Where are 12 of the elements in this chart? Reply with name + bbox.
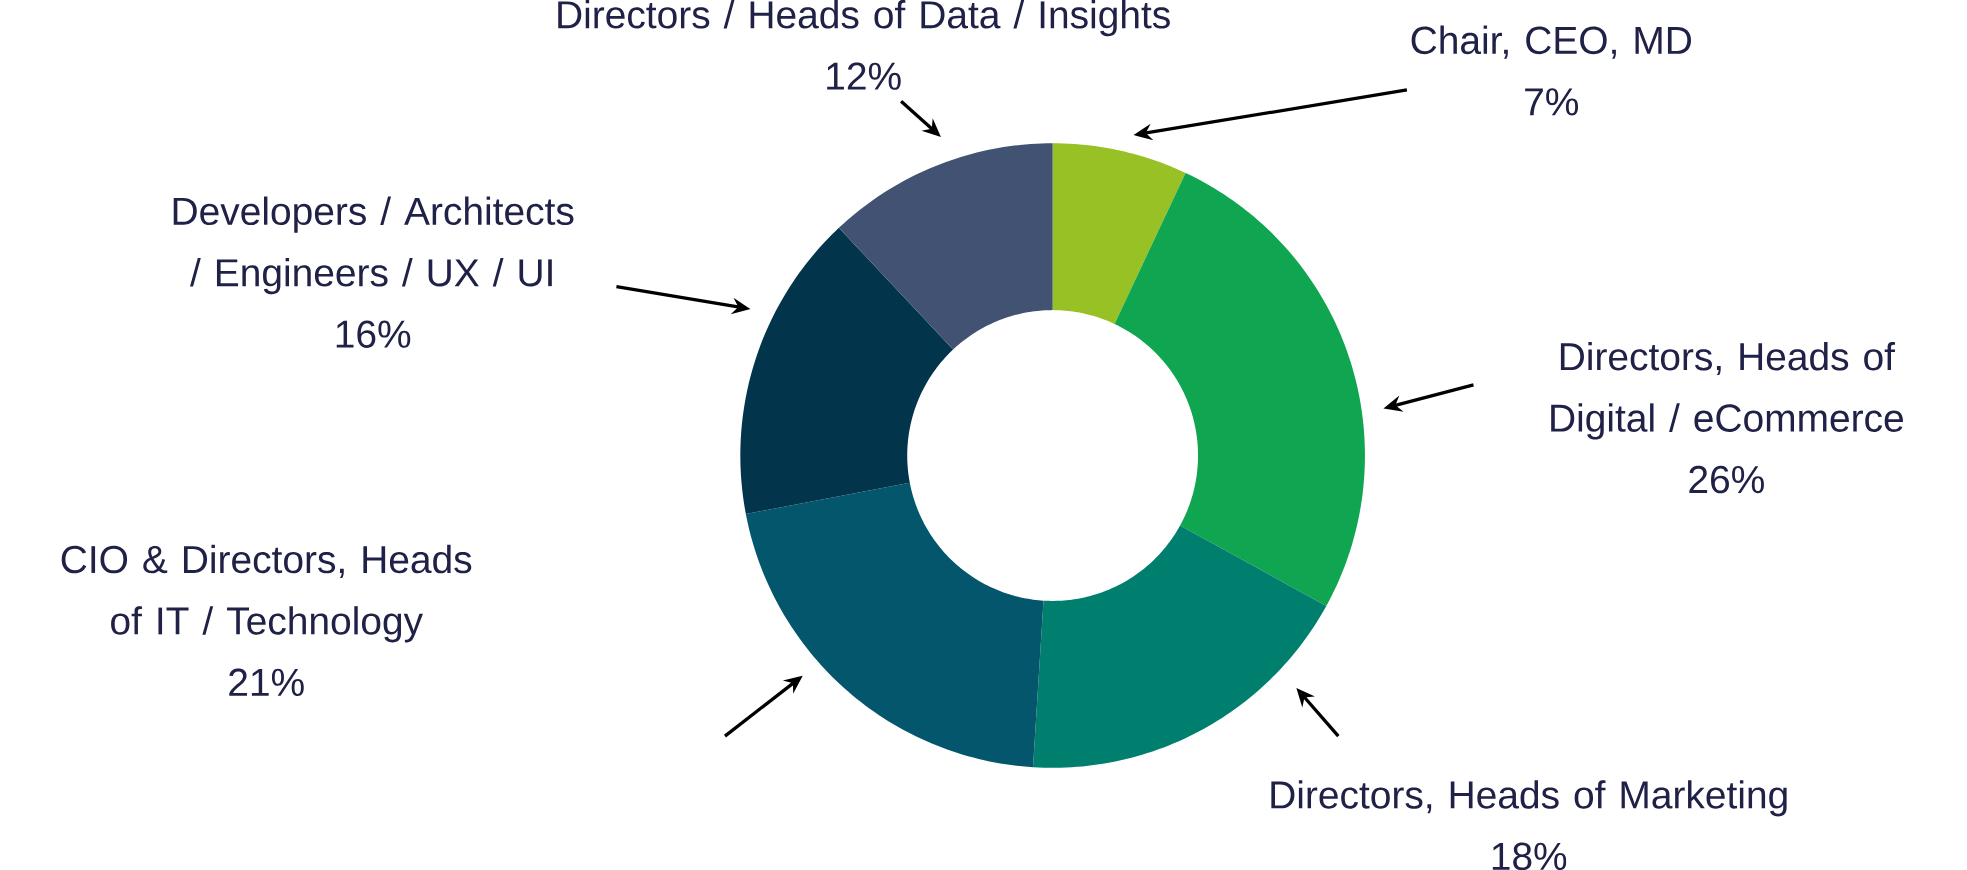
data-label: 7% (1525, 88, 1579, 116)
slice-label: Directors, Heads of Digital / eCommerce (1551, 341, 1903, 440)
data-label: 12% (827, 62, 901, 90)
data-label: 26% (1689, 465, 1764, 494)
data-label: 21% (229, 668, 304, 696)
data-label: 18% (1492, 842, 1567, 870)
slice-label: Developers / Architects / Engineers / UX / UI (173, 196, 574, 295)
data-label: 16% (336, 320, 411, 348)
slice-label: Directors / Heads of Data / Insights (558, 0, 1170, 37)
slice-label: Chair, CEO, MD (1411, 25, 1692, 59)
slice-label: CIO & Directors, Heads of IT / Technology (61, 544, 472, 643)
slice-label: Directors, Heads of Marketing (1271, 780, 1787, 817)
